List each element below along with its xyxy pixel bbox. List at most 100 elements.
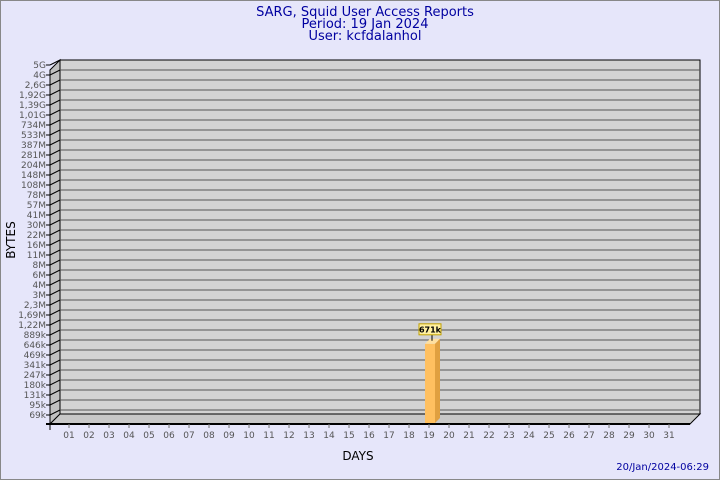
x-tick-label: 28: [603, 431, 615, 441]
y-tick-label: 22M: [27, 231, 46, 241]
y-tick-diagonal: [49, 229, 61, 236]
x-tick-label: 10: [243, 431, 255, 441]
y-tick-label: 108M: [21, 181, 46, 191]
y-tick-diagonal: [49, 299, 61, 306]
y-tick-label: 387M: [21, 141, 46, 151]
x-tick-label: 14: [323, 431, 335, 441]
x-tick-label: 12: [283, 431, 294, 441]
y-tick-label: 6M: [33, 271, 47, 281]
y-tick-label: 4M: [33, 281, 47, 291]
y-tick-label: 281M: [21, 151, 46, 161]
x-tick-label: 15: [343, 431, 354, 441]
y-tick-diagonal: [49, 289, 61, 296]
y-tick-diagonal: [49, 139, 61, 146]
y-tick-diagonal: [49, 109, 61, 116]
x-tick-label: 22: [483, 431, 494, 441]
y-tick-diagonal: [49, 89, 61, 96]
x-tick-label: 03: [103, 431, 114, 441]
y-tick-diagonal: [49, 239, 61, 246]
y-tick-diagonal: [49, 59, 61, 66]
y-tick-label: 1,69M: [18, 311, 46, 321]
data-label: 671k: [419, 325, 442, 334]
y-tick-label: 57M: [27, 201, 46, 211]
y-tick-diagonal: [49, 249, 61, 256]
y-tick-diagonal: [49, 409, 61, 416]
y-tick-diagonal: [49, 369, 61, 376]
y-tick-label: 180k: [24, 381, 47, 391]
back-wall: [59, 59, 701, 415]
y-tick-label: 131k: [24, 391, 47, 401]
y-tick-label: 734M: [21, 121, 46, 131]
y-tick-diagonal: [49, 149, 61, 156]
y-tick-diagonal: [49, 179, 61, 186]
y-tick-diagonal: [49, 169, 61, 176]
y-tick-diagonal: [49, 279, 61, 286]
y-tick-diagonal: [49, 199, 61, 206]
y-tick-label: 69k: [29, 411, 46, 421]
x-tick-label: 21: [463, 431, 474, 441]
y-tick-label: 5G: [33, 61, 46, 71]
y-tick-diagonal: [49, 359, 61, 366]
y-tick-diagonal: [49, 129, 61, 136]
x-tick-label: 26: [563, 431, 575, 441]
x-tick-label: 27: [583, 431, 594, 441]
x-tick-label: 20: [443, 431, 455, 441]
y-axis-label: BYTES: [4, 221, 18, 258]
chart-user: User: kcfdalanhol: [308, 29, 421, 44]
y-tick-diagonal: [49, 379, 61, 386]
y-tick-diagonal: [49, 389, 61, 396]
y-tick-label: 41M: [27, 211, 46, 221]
x-tick-label: 24: [523, 431, 535, 441]
y-tick-label: 11M: [27, 251, 46, 261]
y-tick-diagonal: [49, 339, 61, 346]
y-tick-label: 2,3M: [24, 301, 46, 311]
y-tick-diagonal: [49, 159, 61, 166]
x-tick-label: 29: [623, 431, 635, 441]
y-tick-label: 889k: [24, 331, 47, 341]
y-tick-label: 469k: [24, 351, 47, 361]
y-tick-label: 533M: [21, 131, 46, 141]
x-tick-label: 30: [643, 431, 655, 441]
y-tick-label: 2,6G: [25, 81, 46, 91]
x-tick-label: 02: [83, 431, 94, 441]
y-tick-label: 204M: [21, 161, 46, 171]
timestamp: 20/Jan/2024-06:29: [616, 462, 709, 473]
bar-front: [425, 343, 435, 423]
x-tick-label: 01: [63, 431, 74, 441]
y-tick-diagonal: [49, 329, 61, 336]
y-tick-diagonal: [49, 99, 61, 106]
bar-top: [425, 338, 440, 344]
x-tick-label: 31: [663, 431, 674, 441]
chart-period: Period: 19 Jan 2024: [302, 17, 429, 32]
y-tick-diagonal: [49, 69, 61, 76]
x-tick-label: 05: [143, 431, 154, 441]
x-axis-label: DAYS: [342, 449, 373, 463]
y-tick-diagonal: [49, 259, 61, 266]
x-tick-label: 16: [363, 431, 375, 441]
y-tick-diagonal: [49, 219, 61, 226]
y-tick-label: 1,01G: [19, 111, 46, 121]
x-tick-label: 18: [403, 431, 415, 441]
y-tick-diagonal: [49, 269, 61, 276]
y-tick-label: 8M: [33, 261, 47, 271]
y-tick-diagonal: [49, 349, 61, 356]
x-tick-label: 25: [543, 431, 554, 441]
x-tick-label: 07: [183, 431, 194, 441]
y-tick-label: 1,39G: [19, 101, 46, 111]
bar-side: [435, 338, 440, 423]
y-tick-label: 4G: [33, 71, 46, 81]
y-tick-label: 148M: [21, 171, 46, 181]
y-tick-diagonal: [49, 309, 61, 316]
y-tick-label: 78M: [27, 191, 46, 201]
y-tick-label: 16M: [27, 241, 46, 251]
x-tick-label: 17: [383, 431, 394, 441]
y-tick-diagonal: [49, 209, 61, 216]
x-tick-label: 13: [303, 431, 314, 441]
y-tick-label: 95k: [29, 401, 46, 411]
x-tick-label: 11: [263, 431, 274, 441]
y-tick-diagonal: [49, 189, 61, 196]
chart-title: SARG, Squid User Access Reports: [256, 5, 474, 20]
y-tick-label: 3M: [33, 291, 47, 301]
y-tick-label: 30M: [27, 221, 46, 231]
